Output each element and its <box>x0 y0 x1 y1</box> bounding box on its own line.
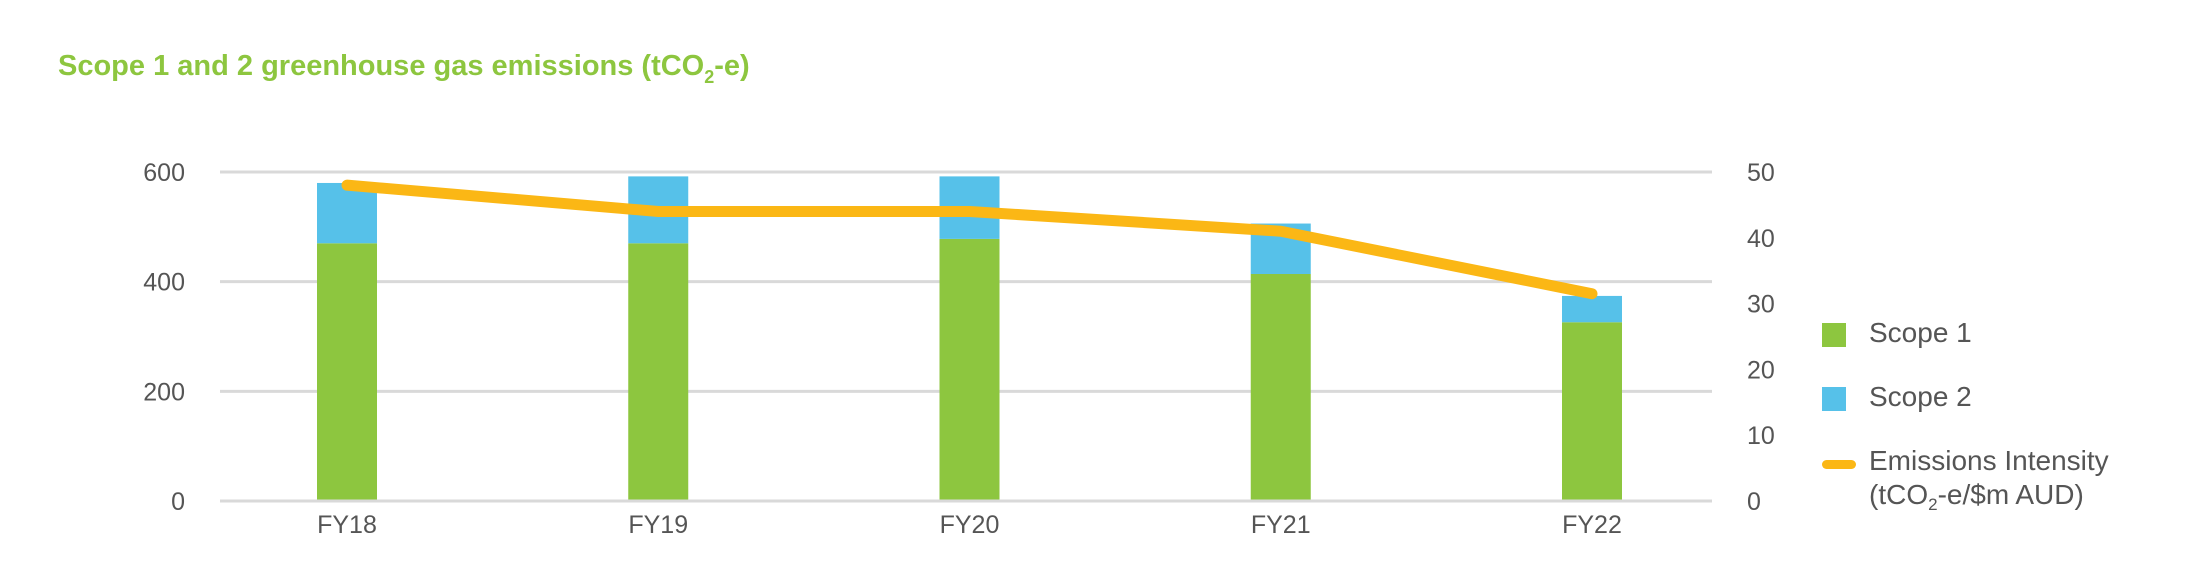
intensity-point <box>1591 292 1593 295</box>
legend-item-scope1: Scope 1 <box>1822 316 2109 356</box>
chart-title: Scope 1 and 2 greenhouse gas emissions (… <box>58 50 750 88</box>
y-left-tick-label: 400 <box>143 269 185 297</box>
x-tick-label: FY21 <box>1251 511 1311 539</box>
intensity-point <box>657 210 660 213</box>
legend-item-scope2: Scope 2 <box>1822 380 2109 420</box>
legend-label-intensity-post: -e/$m AUD) <box>1937 479 2084 510</box>
bar-scope1 <box>1250 273 1311 501</box>
intensity-point <box>346 184 348 187</box>
legend-label-scope1: Scope 1 <box>1869 317 1972 348</box>
x-tick-label: FY20 <box>940 511 1000 539</box>
legend-swatch-scope2 <box>1822 387 1846 411</box>
x-tick-label: FY18 <box>317 511 377 539</box>
y-right-tick-label: 50 <box>1747 159 1775 187</box>
chart-legend: Scope 1 Scope 2 Emissions Intensity (tCO2… <box>1822 316 2109 514</box>
legend-item-intensity: Emissions Intensity (tCO2-e/$m AUD) <box>1822 444 2109 514</box>
y-right-tick-label: 30 <box>1747 291 1775 319</box>
bar-scope1 <box>317 243 377 502</box>
legend-label-intensity-pre: (tCO <box>1869 479 1929 510</box>
y-right-tick-label: 20 <box>1747 356 1775 384</box>
legend-label-intensity-line1: Emissions Intensity <box>1869 445 2109 476</box>
intensity-point <box>968 210 971 213</box>
bar-scope1 <box>939 238 1000 501</box>
bar-scope1 <box>1562 322 1622 501</box>
chart-title-subscript: 2 <box>704 67 715 87</box>
legend-label-scope2: Scope 2 <box>1869 381 1972 412</box>
y-left-tick-label: 0 <box>171 488 185 516</box>
bar-scope2 <box>1562 295 1622 323</box>
y-right-tick-label: 10 <box>1747 422 1775 450</box>
legend-swatch-intensity <box>1822 460 1856 469</box>
legend-label-intensity: Emissions Intensity (tCO2-e/$m AUD) <box>1869 444 2109 522</box>
legend-swatch-scope1 <box>1822 323 1846 347</box>
y-right-tick-label: 40 <box>1747 225 1775 253</box>
y-left-tick-label: 600 <box>143 159 185 187</box>
chart-title-suffix: -e) <box>714 50 750 82</box>
bar-scope2 <box>317 182 377 244</box>
intensity-point <box>1279 230 1282 233</box>
x-tick-label: FY19 <box>628 511 688 539</box>
chart-title-main: Scope 1 and 2 greenhouse gas emissions (… <box>58 50 705 82</box>
bar-scope1 <box>628 243 689 502</box>
legend-label-intensity-sub: 2 <box>1928 495 1938 514</box>
y-left-tick-label: 200 <box>143 378 185 406</box>
y-right-tick-label: 0 <box>1747 488 1761 516</box>
x-tick-label: FY22 <box>1562 511 1622 539</box>
